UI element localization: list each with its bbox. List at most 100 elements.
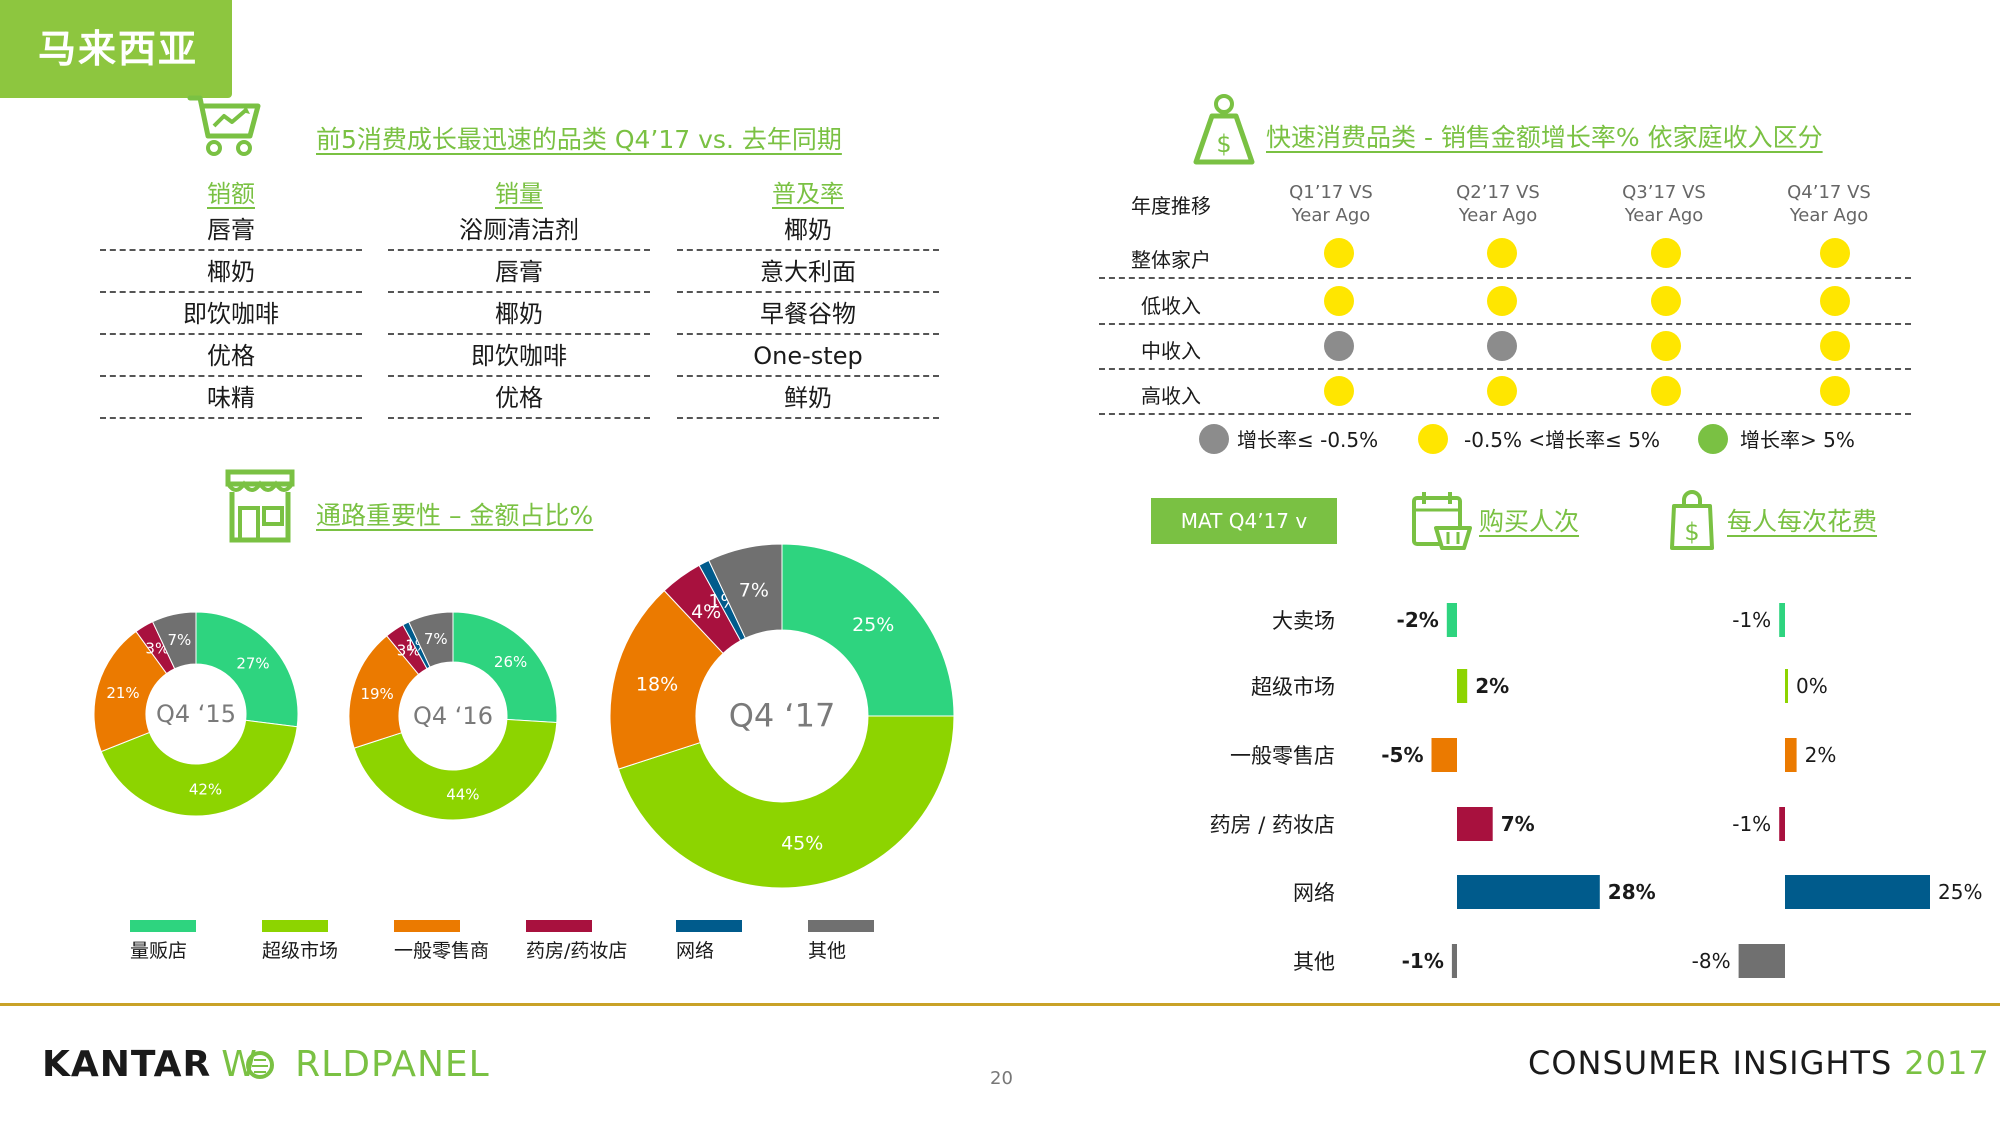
donut-slice [617, 715, 955, 889]
growth-status-dot [1324, 286, 1354, 316]
worldpanel-globe-icon [246, 1051, 275, 1079]
legend-dot-growth [1698, 424, 1728, 454]
legend-label-hypermarket: 量贩店 [130, 940, 188, 962]
donut-slice [353, 718, 558, 821]
top5-header-penetration: 普及率 [772, 180, 844, 208]
growth-status-dot [1651, 238, 1681, 268]
top5-cell: 味精 [100, 377, 362, 419]
top5-cell: 早餐谷物 [677, 293, 939, 335]
tagline-year: 2017 [1904, 1044, 1990, 1082]
donut-slice [151, 611, 197, 670]
donut-slice [408, 611, 454, 668]
top5-cell: 优格 [388, 377, 650, 419]
growth-row-divider [1099, 277, 1911, 279]
growth-row-divider [1099, 368, 1911, 370]
country-title: 马来西亚 [38, 27, 199, 71]
growth-status-dot [1651, 376, 1681, 406]
bar [1785, 875, 1930, 909]
bar-value-label: 25% [1938, 880, 1982, 904]
donut-slice-label: 7% [424, 630, 448, 648]
growth-status-dot [1487, 286, 1517, 316]
legend-label-supermarket: 超级市场 [262, 940, 339, 962]
legend-label-others: 其他 [808, 940, 847, 962]
channel-title: 通路重要性 – 金额占比% [316, 501, 594, 530]
logo-kantar: KANTAR [42, 1044, 212, 1085]
legend-label-decline: 增长率≤ -0.5% [1237, 428, 1379, 452]
top5-cell: 唇膏 [388, 251, 650, 293]
growth-row-label: 高收入 [1141, 384, 1201, 408]
bar-value-label: -1% [1732, 812, 1771, 836]
bar-value-label: 0% [1796, 674, 1828, 698]
growth-status-dot [1324, 331, 1354, 361]
shopping-bag-dollar-icon: $ [1670, 490, 1714, 550]
svg-text:$: $ [1684, 518, 1699, 546]
footer-logo: KANTAR W RLDPANEL [42, 1044, 490, 1085]
legend-swatch-general-retailer [394, 920, 460, 932]
bar-value-label: -1% [1732, 608, 1771, 632]
bar-value-label: 7% [1501, 812, 1535, 836]
legend-swatch-supermarket [262, 920, 328, 932]
bar [1446, 603, 1457, 637]
logo-worldpanel: W RLDPANEL [221, 1044, 490, 1085]
bar-category-label: 大卖场 [1272, 609, 1335, 633]
growth-status-dot [1324, 376, 1354, 406]
bar-value-label: -2% [1397, 608, 1439, 632]
growth-status-dot [1651, 286, 1681, 316]
growth-row-divider [1099, 413, 1911, 415]
legend-dot-flat [1418, 424, 1448, 454]
growth-status-dot [1487, 376, 1517, 406]
bar-category-label: 超级市场 [1251, 675, 1335, 699]
shopping-cart-icon [187, 95, 261, 156]
top5-cell: 即饮咖啡 [388, 335, 650, 377]
growth-row-divider [1099, 323, 1911, 325]
growth-row-label: 中收入 [1141, 339, 1201, 363]
bar-category-label: 网络 [1293, 881, 1335, 905]
top5-cell: 椰奶 [677, 209, 939, 251]
donut-slice-label: 26% [494, 653, 527, 671]
bar [1457, 875, 1600, 909]
donut-slice-label: 45% [781, 833, 823, 855]
bar-value-label: 28% [1608, 880, 1656, 904]
growth-status-dot [1487, 331, 1517, 361]
legend-swatch-others [808, 920, 874, 932]
bar [1779, 603, 1785, 637]
donut-slice-label: 21% [106, 684, 139, 702]
growth-status-dot [1820, 286, 1850, 316]
store-icon [225, 469, 295, 543]
tagline-text: CONSUMER INSIGHTS [1528, 1044, 1893, 1082]
bar [1738, 944, 1785, 978]
growth-header-q2: Q2’17 VS Year Ago [1456, 182, 1540, 226]
top5-cell: 鲜奶 [677, 377, 939, 419]
growth-corner-label: 年度推移 [1131, 194, 1211, 218]
growth-status-dot [1820, 238, 1850, 268]
growth-header-q3: Q3’17 VS Year Ago [1622, 182, 1706, 226]
growth-header-q1: Q1’17 VS Year Ago [1289, 182, 1373, 226]
bar-category-label: 一般零售店 [1230, 744, 1335, 768]
legend-dot-decline [1199, 424, 1229, 454]
growth-row-label: 低收入 [1141, 294, 1201, 318]
donut-slice-label: 4% [691, 601, 721, 623]
donut-center-label: Q4 ‘17 [729, 697, 836, 735]
growth-status-dot [1651, 331, 1681, 361]
legend-label-growth: 增长率> 5% [1740, 428, 1855, 452]
donut-slice [781, 543, 955, 717]
svg-text:$: $ [1216, 130, 1231, 158]
top5-cell: 优格 [100, 335, 362, 377]
bar [1451, 944, 1457, 978]
legend-swatch-online [676, 920, 742, 932]
growth-title: 快速消费品类 - 销售金额增长率% 依家庭收入区分 [1266, 123, 1823, 152]
donut-chart: 27%42%21%3%7%Q4 ‘15 [93, 611, 299, 817]
bar-category-label: 药房 / 药妆店 [1210, 813, 1335, 837]
donut-slice [452, 611, 558, 724]
legend-swatch-hypermarket [130, 920, 196, 932]
bar [1431, 738, 1457, 772]
donut-slice-label: 27% [236, 655, 269, 673]
donut-slice [708, 543, 783, 639]
bar [1785, 738, 1797, 772]
bar-value-label: -1% [1402, 949, 1444, 973]
top5-cell: 意大利面 [677, 251, 939, 293]
donut-slice-label: 42% [189, 780, 222, 798]
donut-center-label: Q4 ‘16 [413, 702, 493, 730]
growth-status-dot [1820, 331, 1850, 361]
